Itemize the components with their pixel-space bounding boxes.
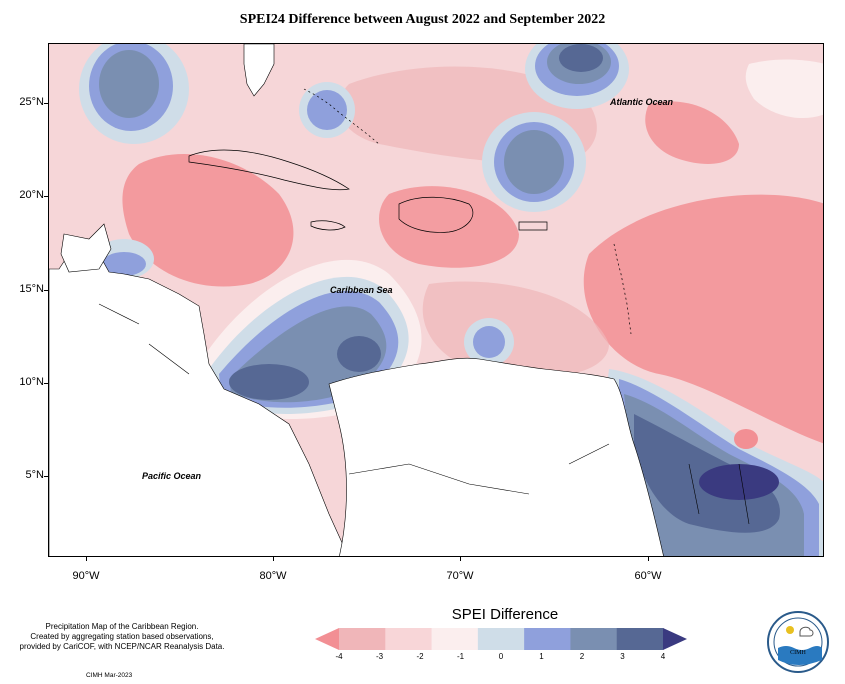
south-america-land	[328, 357, 664, 556]
label-pacific-ocean: Pacific Ocean	[142, 471, 202, 481]
legend-cell	[524, 628, 571, 650]
negative-zone-central	[379, 186, 519, 268]
lat-tick	[44, 476, 48, 477]
lat-label-20n: 20°N	[19, 189, 44, 201]
logo-text: CIMH	[790, 650, 806, 656]
legend-tick: 2	[579, 652, 585, 661]
hispaniola-outline	[398, 196, 474, 233]
lat-tick	[44, 103, 48, 104]
positive-zone-atlantic-central	[482, 112, 586, 212]
legend-tick: 4	[660, 652, 666, 661]
positive-zone-curacao	[464, 318, 514, 366]
credit-line-2: Created by aggregating station based obs…	[30, 632, 214, 641]
lat-tick	[44, 196, 48, 197]
lon-tick	[648, 557, 649, 561]
florida-land	[243, 44, 275, 97]
yucatan-land	[60, 223, 112, 273]
negative-zone-east	[583, 194, 823, 444]
jamaica-outline	[310, 220, 346, 231]
lat-tick	[44, 383, 48, 384]
legend-cell	[477, 628, 525, 650]
lat-label-25n: 25°N	[19, 96, 44, 108]
borders	[98, 303, 750, 525]
negative-spot-east	[734, 429, 758, 449]
legend-cell	[616, 628, 664, 650]
positive-zone-guianas	[604, 369, 823, 556]
legend-tick: -4	[335, 652, 343, 661]
label-atlantic-ocean: Atlantic Ocean	[610, 97, 674, 107]
spei-map	[49, 44, 823, 556]
negative-zone-west	[122, 154, 294, 287]
lon-label-90w: 90°W	[72, 570, 100, 582]
credit-line-1: Precipitation Map of the Caribbean Regio…	[45, 622, 199, 631]
lon-tick	[460, 557, 461, 561]
credit-date: CIMH Mar-2023	[86, 672, 133, 679]
positive-zone-atlantic-north	[525, 44, 629, 109]
legend-tick: -1	[456, 652, 465, 661]
lon-label-80w: 80°W	[259, 570, 287, 582]
negative-zone-atlantic	[645, 101, 739, 164]
legend-arrow-right	[663, 628, 687, 650]
label-caribbean-sea: Caribbean Sea	[330, 285, 393, 295]
lon-tick	[86, 557, 87, 561]
legend-colorbar	[315, 628, 687, 650]
lat-label-5n: 5°N	[25, 469, 44, 481]
puerto-rico-outline	[518, 221, 548, 231]
positive-zone-nw	[79, 44, 189, 144]
credit-line-3: provided by CariCOF, with NCEP/NCAR Rean…	[19, 642, 225, 651]
lat-label-10n: 10°N	[19, 376, 44, 388]
credit-text: Precipitation Map of the Caribbean Regio…	[8, 622, 236, 652]
lesser-antilles-outline	[613, 243, 632, 335]
lat-label-15n: 15°N	[19, 283, 44, 295]
legend-tick: 1	[539, 652, 544, 661]
legend-tick: -3	[375, 652, 384, 661]
cuba-outline	[188, 149, 350, 191]
light-zone-east	[745, 59, 823, 118]
legend-tick: 0	[498, 652, 504, 661]
legend-title: SPEI Difference	[451, 606, 559, 623]
lon-tick	[273, 557, 274, 561]
positive-zone-bahamas	[299, 82, 355, 138]
legend-tick: 3	[620, 652, 625, 661]
legend-tick: -2	[416, 652, 424, 661]
legend-cell	[385, 628, 433, 650]
cimh-logo-icon	[767, 611, 829, 673]
lat-tick	[44, 290, 48, 291]
map-area	[48, 43, 824, 557]
map-title: SPEI24 Difference between August 2022 an…	[239, 12, 606, 27]
legend-cell	[431, 628, 479, 650]
legend-arrow-left	[315, 628, 339, 650]
lon-label-70w: 70°W	[446, 570, 474, 582]
legend-cell	[570, 628, 618, 650]
legend-cell	[339, 628, 386, 650]
lon-label-60w: 60°W	[634, 570, 662, 582]
